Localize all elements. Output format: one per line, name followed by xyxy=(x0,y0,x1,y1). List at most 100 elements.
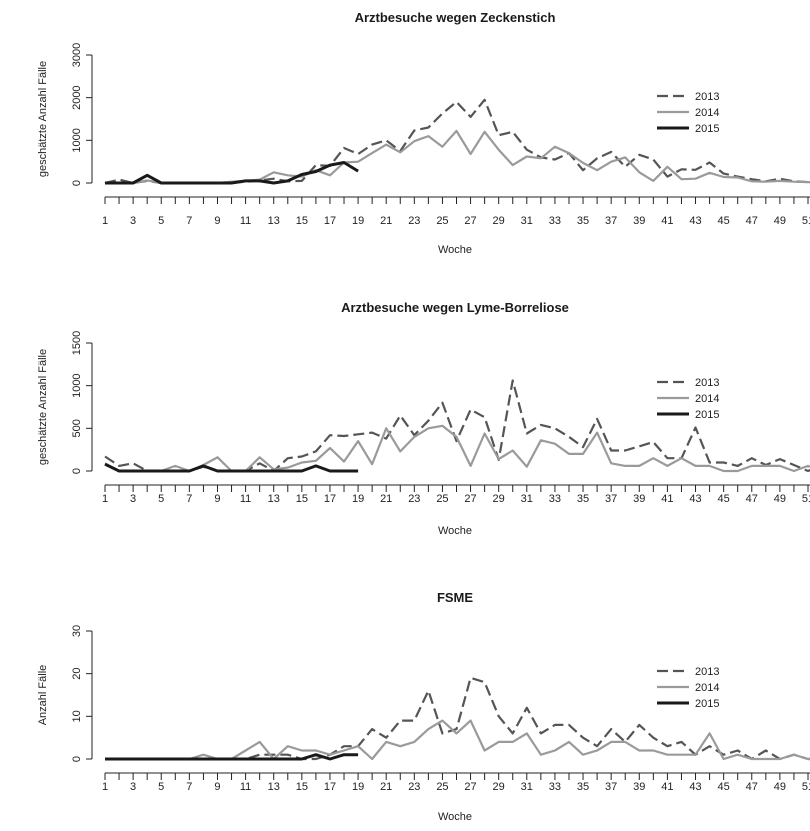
x-tick-label: 35 xyxy=(577,493,589,505)
x-tick-label: 45 xyxy=(718,493,730,505)
y-tick-label: 2000 xyxy=(71,85,83,109)
y-tick-label: 0 xyxy=(71,180,83,186)
x-tick-label: 27 xyxy=(464,781,476,793)
x-tick-label: 37 xyxy=(605,781,617,793)
x-tick-label: 23 xyxy=(408,215,420,227)
y-axis-label: geschätzte Anzahl Fälle xyxy=(37,61,49,177)
chart-panel-1: Arztbesuche wegen Zeckenstich 0 1000 2000 30… xyxy=(37,10,810,256)
x-axis-label: Woche xyxy=(438,244,472,256)
x-tick-label: 7 xyxy=(186,781,192,793)
x-tick-label: 51 xyxy=(802,781,810,793)
x-tick-label: 3 xyxy=(130,493,136,505)
legend-label-2014: 2014 xyxy=(695,393,719,405)
series-line-2014 xyxy=(105,129,810,185)
x-tick-label: 15 xyxy=(296,493,308,505)
x-tick-label: 7 xyxy=(186,493,192,505)
legend-label-2015: 2015 xyxy=(695,409,719,421)
x-tick-label: 11 xyxy=(240,493,251,505)
x-tick-label: 21 xyxy=(380,781,392,793)
chart-title: Arztbesuche wegen Zeckenstich xyxy=(355,10,556,25)
x-tick-label: 45 xyxy=(718,215,730,227)
y-tick-label: 30 xyxy=(71,625,83,637)
x-tick-label: 41 xyxy=(661,215,673,227)
legend-label-2015: 2015 xyxy=(695,123,719,135)
x-tick-label: 21 xyxy=(380,493,392,505)
x-tick-label: 9 xyxy=(214,493,220,505)
x-tick-label: 27 xyxy=(464,493,476,505)
x-tick-label: 13 xyxy=(268,493,280,505)
y-tick-label: 20 xyxy=(71,668,83,680)
series-line-2014 xyxy=(105,719,810,761)
x-tick-label: 49 xyxy=(774,781,786,793)
x-tick-label: 17 xyxy=(324,215,336,227)
x-axis-label: Woche xyxy=(438,525,472,537)
x-tick-label: 5 xyxy=(158,215,164,227)
x-tick-label: 29 xyxy=(493,493,505,505)
x-tick-label: 13 xyxy=(268,781,280,793)
x-tick-label: 25 xyxy=(436,493,448,505)
series-line-2013 xyxy=(104,379,810,473)
x-tick-label: 37 xyxy=(605,493,617,505)
x-tick-label: 39 xyxy=(633,493,645,505)
legend-label-2014: 2014 xyxy=(695,107,719,119)
x-tick-label: 51 xyxy=(802,215,810,227)
x-tick-label: 17 xyxy=(324,781,336,793)
chart-title: FSME xyxy=(437,590,473,605)
x-tick-label: 49 xyxy=(774,493,786,505)
x-tick-label: 43 xyxy=(689,493,701,505)
x-tick-label: 47 xyxy=(746,781,758,793)
x-tick-label: 27 xyxy=(464,215,476,227)
y-tick-label: 0 xyxy=(71,468,83,474)
x-tick-label: 37 xyxy=(605,215,617,227)
x-tick-label: 15 xyxy=(296,215,308,227)
y-tick-label: 1500 xyxy=(71,331,83,355)
x-tick-label: 21 xyxy=(380,215,392,227)
x-tick-label: 51 xyxy=(802,493,810,505)
series-line-2015 xyxy=(104,462,359,473)
x-tick-label: 45 xyxy=(718,781,730,793)
legend-label-2013: 2013 xyxy=(695,377,719,389)
x-tick-label: 1 xyxy=(102,781,108,793)
x-tick-label: 9 xyxy=(214,781,220,793)
x-tick-label: 23 xyxy=(408,781,420,793)
x-tick-label: 33 xyxy=(549,781,561,793)
x-tick-label: 35 xyxy=(577,215,589,227)
y-tick-label: 1000 xyxy=(71,128,83,152)
x-axis-label: Woche xyxy=(438,811,472,823)
y-tick-label: 3000 xyxy=(71,43,83,67)
x-tick-label: 33 xyxy=(549,493,561,505)
x-tick-label: 19 xyxy=(352,215,364,227)
chart-title: Arztbesuche wegen Lyme-Borreliose xyxy=(341,300,569,315)
x-tick-label: 9 xyxy=(214,215,220,227)
series-line-2015 xyxy=(105,753,359,761)
x-tick-label: 41 xyxy=(661,493,673,505)
legend-label-2013: 2013 xyxy=(695,91,719,103)
x-tick-label: 41 xyxy=(661,781,673,793)
x-tick-label: 7 xyxy=(186,215,192,227)
x-tick-label: 47 xyxy=(746,493,758,505)
x-tick-label: 17 xyxy=(324,493,336,505)
x-tick-label: 31 xyxy=(521,215,533,227)
x-tick-label: 11 xyxy=(240,215,251,227)
x-tick-label: 29 xyxy=(493,781,505,793)
series-line-2014 xyxy=(104,424,810,473)
y-axis-label: geschätzte Anzahl Fälle xyxy=(37,349,49,465)
y-tick-label: 1000 xyxy=(71,373,83,397)
x-tick-label: 43 xyxy=(689,781,701,793)
x-tick-label: 3 xyxy=(130,215,136,227)
x-tick-label: 25 xyxy=(436,781,448,793)
x-tick-label: 31 xyxy=(521,781,533,793)
legend-label-2014: 2014 xyxy=(695,682,719,694)
y-tick-label: 0 xyxy=(71,756,83,762)
legend-label-2015: 2015 xyxy=(695,698,719,710)
x-tick-label: 15 xyxy=(296,781,308,793)
x-tick-label: 3 xyxy=(130,781,136,793)
x-tick-label: 33 xyxy=(549,215,561,227)
y-tick-label: 10 xyxy=(71,710,83,722)
y-tick-label: 500 xyxy=(71,419,83,437)
x-tick-label: 49 xyxy=(774,215,786,227)
x-tick-label: 35 xyxy=(577,781,589,793)
x-tick-label: 13 xyxy=(268,215,280,227)
